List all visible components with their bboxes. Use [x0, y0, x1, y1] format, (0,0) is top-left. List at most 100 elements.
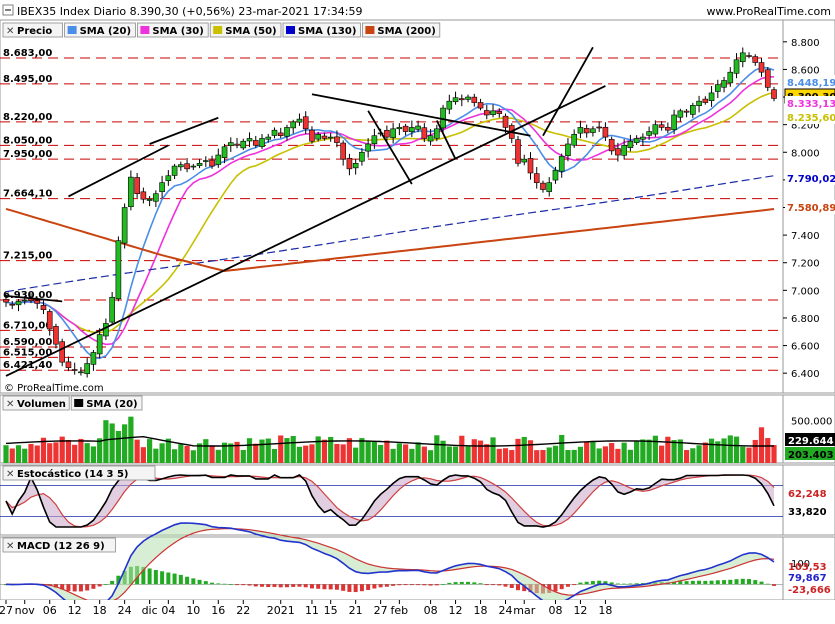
candle-body: [340, 142, 346, 160]
macd-histogram-bar: [103, 584, 108, 585]
x-axis-label: feb: [391, 604, 409, 617]
volume-bar: [59, 436, 65, 463]
macd-histogram-bar: [53, 584, 58, 588]
macd-histogram-bar: [584, 581, 589, 585]
volume-bar: [452, 446, 459, 463]
macd-histogram-bar: [441, 584, 446, 585]
volume-bar: [190, 450, 196, 463]
volume-bar: [171, 449, 178, 463]
resistance-label: 8.220,00: [3, 112, 52, 123]
macd-axis-tick: 100: [791, 559, 810, 570]
candle-body: [608, 139, 615, 152]
x-axis-label: 12: [573, 604, 587, 617]
price-legend-item[interactable]: [64, 22, 136, 38]
macd-legend-item[interactable]: [2, 537, 116, 553]
volume-bar: [221, 442, 228, 463]
x-axis-label: 22: [236, 604, 250, 617]
candle-body: [590, 128, 596, 133]
macd-histogram-bar: [341, 584, 346, 591]
macd-histogram-bar: [359, 584, 364, 592]
price-legend-item[interactable]: [282, 22, 361, 38]
collapse-icon[interactable]: [2, 4, 14, 16]
volume-bar: [315, 436, 321, 463]
volume-legend-label: SMA (20): [86, 399, 137, 410]
candle-body: [384, 130, 390, 138]
candle-body: [40, 305, 47, 310]
volume-bar: [652, 435, 658, 463]
macd-histogram-bar: [235, 584, 240, 586]
price-legend-item[interactable]: [361, 22, 441, 38]
candle-body: [309, 129, 315, 142]
price-axis-tick: 7.400: [791, 231, 820, 242]
volume-bar: [284, 438, 290, 463]
volume-bar: [733, 436, 740, 463]
price-legend-label: SMA (130): [298, 26, 356, 37]
last-value-label: 8.448,19: [787, 78, 835, 89]
close-icon[interactable]: ✕: [6, 26, 14, 37]
candle-body: [53, 326, 59, 345]
volume-legend-item[interactable]: [2, 395, 70, 411]
price-pane: [0, 19, 835, 394]
candle-body: [540, 182, 546, 190]
macd-histogram-bar: [378, 584, 383, 588]
macd-histogram-bar: [747, 579, 752, 585]
candle-body: [565, 143, 571, 157]
candle-body: [390, 128, 396, 138]
macd-histogram-bar: [60, 584, 65, 590]
candle-body: [583, 128, 590, 134]
macd-histogram-bar: [328, 584, 333, 590]
macd-histogram-bar: [197, 579, 202, 585]
x-axis-label: 15: [324, 604, 338, 617]
price-legend-item[interactable]: [136, 22, 209, 38]
close-icon[interactable]: ✕: [6, 469, 14, 480]
candle-body: [140, 191, 147, 200]
stochastic-last-label: 33,820: [788, 507, 827, 518]
volume-bar: [509, 450, 515, 463]
macd-histogram-bar: [260, 584, 264, 587]
candle-body: [721, 80, 727, 88]
volume-legend-item[interactable]: [70, 395, 143, 411]
resistance-label: 7.664,10: [3, 189, 52, 200]
volume-bar: [353, 447, 359, 463]
close-icon[interactable]: ✕: [6, 399, 14, 410]
candle-body: [302, 116, 309, 130]
price-legend-item[interactable]: [209, 22, 282, 38]
candle-body: [415, 125, 421, 130]
volume-bar: [122, 424, 128, 463]
candle-body: [171, 165, 178, 176]
volume-bar: [552, 445, 559, 463]
chart-title: IBEX35 Index Diario 8.390,30 (+0,56%) 23…: [17, 5, 362, 18]
macd-histogram-bar: [141, 566, 146, 585]
last-value-badge: [785, 171, 835, 185]
candle-body: [527, 158, 534, 174]
volume-bar: [215, 449, 221, 463]
volume-bar: [278, 435, 284, 463]
volume-bar: [740, 446, 746, 463]
candle-body: [746, 55, 752, 57]
volume-bar: [378, 444, 384, 463]
last-value-label: 7.790,02: [787, 174, 835, 185]
stochastic-legend-item[interactable]: [2, 465, 156, 481]
macd-histogram-bar: [478, 583, 483, 585]
candle-body: [196, 163, 203, 166]
trend-line: [68, 144, 169, 198]
volume-bar: [527, 440, 534, 463]
candle-body: [265, 136, 272, 140]
price-legend-item[interactable]: [2, 22, 63, 38]
candle-body: [240, 140, 247, 149]
sma200-line: [5, 207, 775, 273]
x-axis-label: mar: [513, 604, 535, 617]
candle-body: [134, 177, 140, 194]
macd-histogram-bar: [466, 581, 471, 585]
candle-body: [483, 110, 490, 116]
candle-body: [471, 96, 478, 103]
candle-body: [259, 138, 265, 147]
volume-bar: [240, 449, 246, 463]
macd-histogram-bar: [447, 582, 452, 585]
candle-body: [209, 159, 215, 167]
volume-bar: [446, 446, 452, 463]
candle-body: [640, 136, 646, 140]
volume-bar: [534, 450, 540, 463]
volume-bar: [727, 435, 733, 463]
close-icon[interactable]: ✕: [6, 541, 14, 552]
